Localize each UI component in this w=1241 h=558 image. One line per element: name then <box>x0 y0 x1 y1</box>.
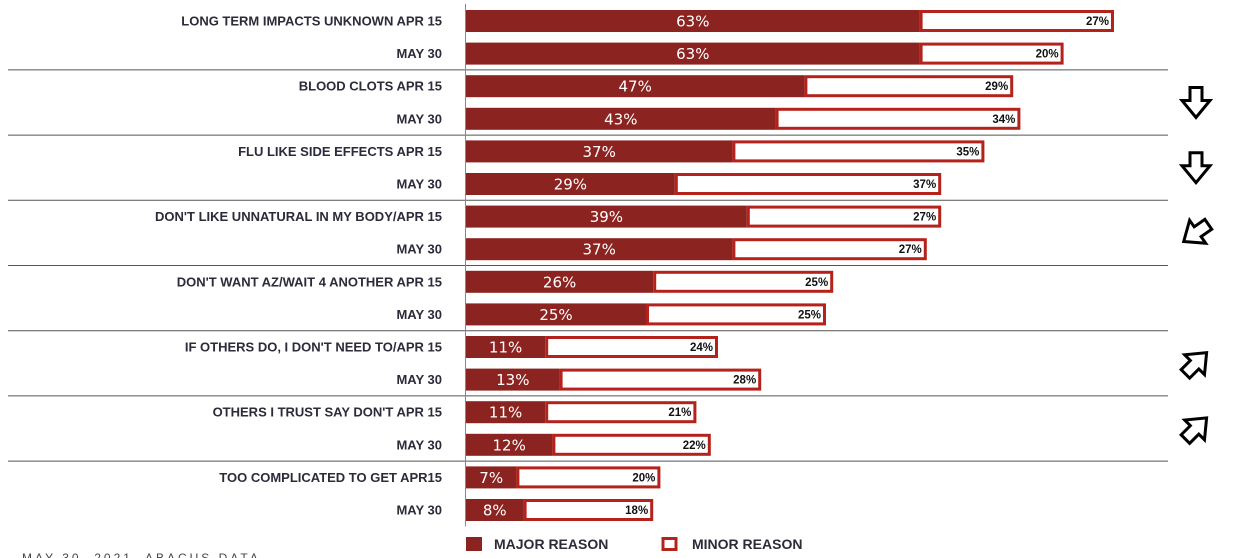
category-label: MAY 30 <box>396 177 442 192</box>
major-reason-value-label: 29% <box>554 176 587 194</box>
major-reason-bar <box>466 368 560 391</box>
category-label: BLOOD CLOTS APR 15 <box>299 79 442 94</box>
minor-reason-bar <box>804 75 1014 98</box>
major-reason-bar <box>466 205 747 228</box>
minor-reason-bar <box>523 499 654 521</box>
legend-swatch-minor <box>661 537 678 551</box>
major-reason-value-label: 25% <box>539 306 572 324</box>
major-reason-bar <box>466 42 920 65</box>
minor-reason-bar <box>919 42 1064 65</box>
minor-reason-bar <box>552 433 711 456</box>
major-reason-value-label: 12% <box>493 436 526 454</box>
major-reason-value-label: 37% <box>583 143 616 161</box>
major-reason-bar <box>466 303 646 326</box>
minor-reason-value-label: 28% <box>733 375 756 387</box>
category-label: MAY 30 <box>396 46 442 61</box>
minor-reason-value-label: 20% <box>1036 49 1059 61</box>
major-reason-bar <box>466 10 920 32</box>
category-label: DON'T LIKE UNNATURAL IN MY BODY/APR 15 <box>155 209 442 224</box>
major-reason-bar <box>466 336 546 358</box>
minor-reason-bar <box>646 303 826 326</box>
category-label: FLU LIKE SIDE EFFECTS APR 15 <box>238 144 442 159</box>
major-reason-value-label: 47% <box>619 78 652 96</box>
major-reason-bar <box>466 140 733 163</box>
minor-reason-bar <box>516 466 661 489</box>
minor-reason-value-label: 27% <box>913 212 936 224</box>
minor-reason-value-label: 29% <box>985 81 1008 93</box>
major-reason-value-label: 43% <box>604 110 637 128</box>
major-reason-value-label: 39% <box>590 208 623 226</box>
minor-reason-value-label: 25% <box>805 277 828 289</box>
major-reason-value-label: 11% <box>489 404 522 422</box>
minor-reason-value-label: 34% <box>992 114 1015 126</box>
up-right-arrow-icon <box>1179 416 1209 446</box>
category-label: TOO COMPLICATED TO GET APR15 <box>219 470 442 485</box>
category-label: MAY 30 <box>396 437 442 452</box>
minor-reason-bar <box>545 401 697 424</box>
category-label: MAY 30 <box>396 307 442 322</box>
minor-reason-value-label: 25% <box>798 309 821 321</box>
minor-reason-bar <box>674 173 942 195</box>
major-reason-value-label: 11% <box>489 339 522 357</box>
major-reason-bar <box>466 173 675 195</box>
category-label: MAY 30 <box>396 503 442 518</box>
minor-reason-bar <box>919 10 1114 32</box>
minor-reason-bar <box>545 336 719 358</box>
legend-label-minor: MINOR REASON <box>692 536 802 552</box>
minor-reason-bar <box>559 368 762 391</box>
major-reason-bar <box>466 466 517 489</box>
source-footnote: MAY 30, 2021, ABACUS DATA <box>22 551 261 558</box>
category-label: MAY 30 <box>396 111 442 126</box>
major-reason-bar <box>466 401 546 424</box>
minor-reason-value-label: 22% <box>683 440 706 452</box>
minor-reason-bar <box>746 205 942 228</box>
major-reason-bar <box>466 499 524 521</box>
arrow-outline <box>1179 351 1209 381</box>
minor-reason-value-label: 21% <box>668 407 691 419</box>
down-left-arrow-icon <box>1181 216 1214 245</box>
down-arrow-icon <box>1178 86 1214 120</box>
minor-reason-value-label: 27% <box>1086 16 1109 28</box>
major-reason-bar <box>466 75 805 98</box>
arrow-outline <box>1178 151 1214 186</box>
minor-reason-value-label: 37% <box>913 179 936 191</box>
category-label: MAY 30 <box>396 242 442 257</box>
up-right-arrow-icon <box>1179 351 1209 381</box>
minor-reason-value-label: 35% <box>956 146 979 158</box>
arrow-outline <box>1181 216 1214 245</box>
minor-reason-bar <box>732 238 927 261</box>
category-label: IF OTHERS DO, I DON'T NEED TO/APR 15 <box>185 340 442 355</box>
major-reason-bar <box>466 238 733 261</box>
minor-reason-value-label: 20% <box>632 472 655 484</box>
major-reason-bar <box>466 107 776 130</box>
minor-reason-bar <box>732 140 985 163</box>
major-reason-value-label: 26% <box>543 273 576 291</box>
arrow-outline <box>1178 86 1214 120</box>
major-reason-value-label: 63% <box>676 45 709 63</box>
major-reason-value-label: 63% <box>676 13 709 31</box>
minor-reason-value-label: 27% <box>899 244 922 256</box>
category-label: DON'T WANT AZ/WAIT 4 ANOTHER APR 15 <box>177 274 442 289</box>
major-reason-bar <box>466 270 654 293</box>
legend-label-major: MAJOR REASON <box>494 536 608 552</box>
category-label: MAY 30 <box>396 372 442 387</box>
category-label: OTHERS I TRUST SAY DON'T APR 15 <box>213 405 442 420</box>
major-reason-value-label: 7% <box>479 469 503 487</box>
down-arrow-icon <box>1178 151 1214 186</box>
major-reason-value-label: 37% <box>583 241 616 259</box>
minor-reason-value-label: 24% <box>690 342 713 354</box>
major-reason-bar <box>466 433 553 456</box>
minor-reason-value-label: 18% <box>625 505 648 517</box>
minor-reason-bar <box>653 270 834 293</box>
major-reason-value-label: 13% <box>496 371 529 389</box>
minor-reason-bar <box>775 107 1021 130</box>
category-label: LONG TERM IMPACTS UNKNOWN APR 15 <box>181 14 442 29</box>
legend-swatch-major <box>466 537 482 551</box>
arrow-outline <box>1179 416 1209 446</box>
major-reason-value-label: 8% <box>483 502 507 520</box>
